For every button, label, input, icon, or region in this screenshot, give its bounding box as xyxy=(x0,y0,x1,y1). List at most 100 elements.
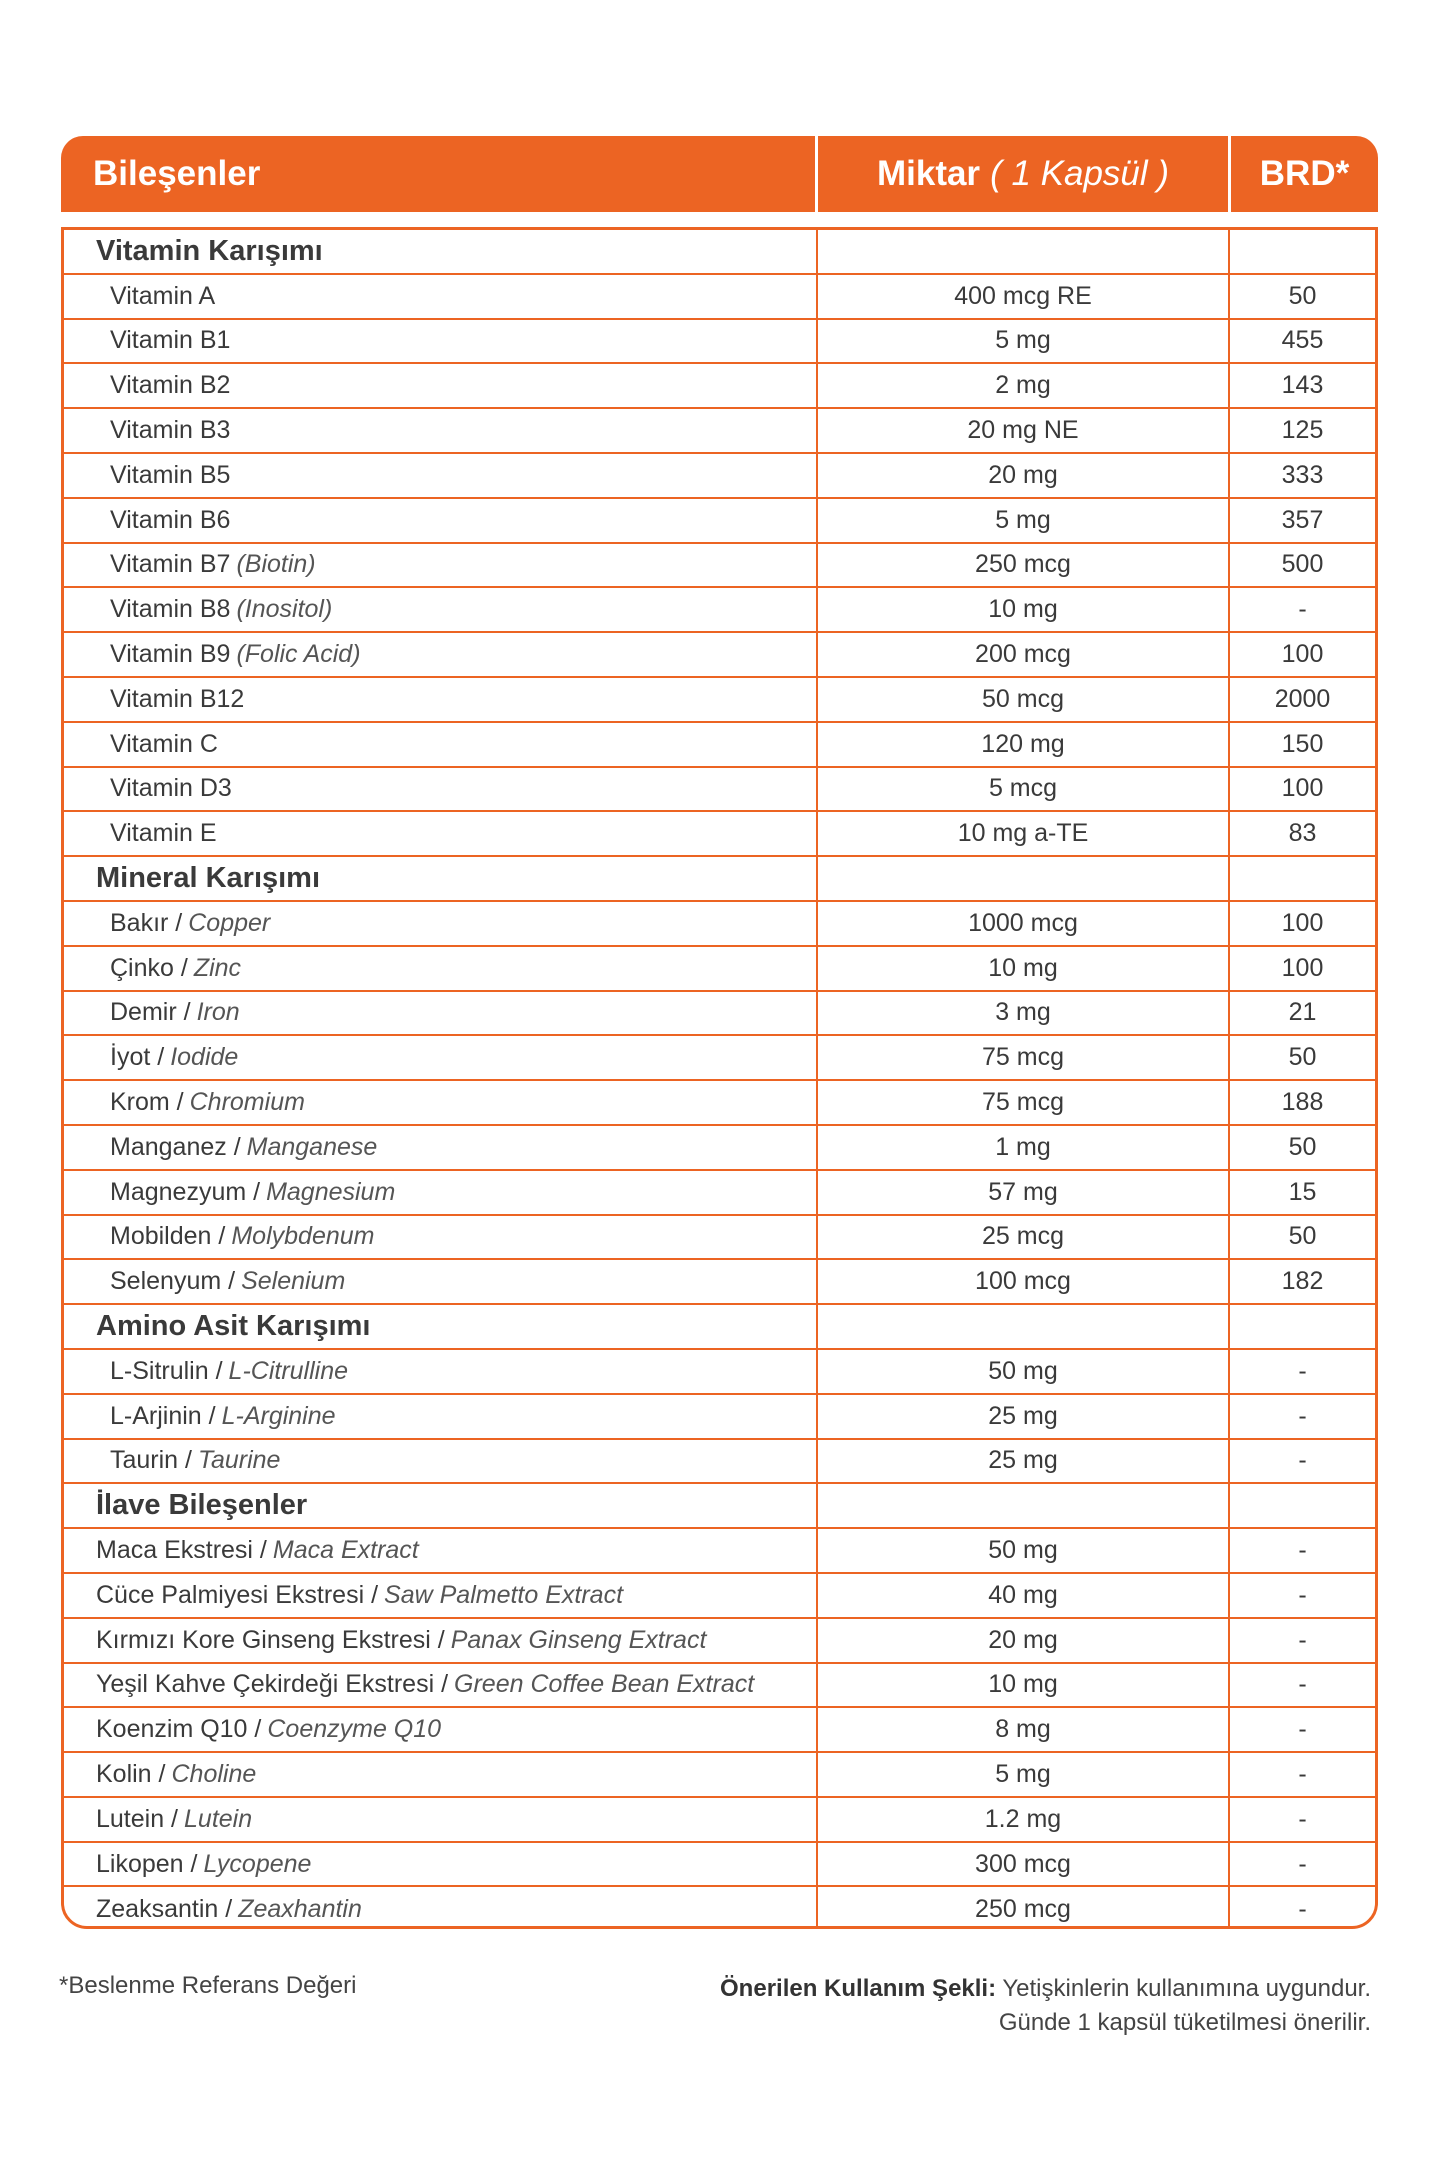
brd-cell: 50 xyxy=(1230,1126,1375,1169)
amount-value: 250 mcg xyxy=(975,550,1071,579)
ingredient-cell: Likopen / Lycopene xyxy=(64,1842,818,1886)
brd-cell: 50 xyxy=(1230,1036,1375,1079)
brd-value: 357 xyxy=(1281,505,1324,534)
header-amount-note: ( 1 Kapsül ) xyxy=(990,154,1170,193)
table-header: Bileşenler Miktar ( 1 Kapsül ) BRD* xyxy=(61,136,1378,212)
ingredient-name: Vitamin E xyxy=(110,819,217,848)
brd-value: - xyxy=(1298,1536,1307,1564)
table-row: Cüce Palmiyesi Ekstresi / Saw Palmetto Ex… xyxy=(64,1573,1375,1619)
amount-value: 10 mg xyxy=(988,953,1058,982)
brd-cell: - xyxy=(1230,1619,1375,1662)
ingredient-cell: Vitamin B9 (Folic Acid) xyxy=(64,633,818,676)
brd-value: 182 xyxy=(1281,1267,1324,1296)
ingredient-cell: Vitamin B6 xyxy=(64,498,818,542)
amount-value: 2 mg xyxy=(995,371,1051,400)
usage-line-1: Yetişkinlerin kullanımına uygundur. xyxy=(1002,1975,1371,2002)
ingredient-english-name: Saw Palmetto Extract xyxy=(384,1580,624,1609)
brd-value: - xyxy=(1298,1895,1307,1924)
table-row: İyot / Iodide 75 mcg 50 xyxy=(64,1036,1375,1082)
brd-value: - xyxy=(1298,1356,1307,1385)
ingredient-cell: Vitamin E xyxy=(64,812,818,856)
ingredient-name: Mobilden / xyxy=(110,1222,226,1251)
ingredient-name: L-Sitrulin / xyxy=(110,1356,223,1385)
ingredient-cell: Vitamin B1 xyxy=(64,319,818,363)
ingredient-cell: Koenzim Q10 /Coenzyme Q10 xyxy=(64,1708,818,1752)
amount-cell: 2 mg xyxy=(818,364,1230,408)
empty-cell xyxy=(1230,1484,1375,1527)
table-row: L-Arjinin / L-Arginine 25 mg - xyxy=(64,1394,1375,1440)
table-row: Vitamin B9 (Folic Acid) 200 mcg 100 xyxy=(64,633,1375,678)
amount-value: 50 mg xyxy=(988,1356,1058,1385)
usage-line-2: Günde 1 kapsül tüketilmesi önerilir. xyxy=(998,2009,1371,2036)
amount-value: 400 mcg RE xyxy=(954,281,1092,310)
ingredient-name: Vitamin B9 xyxy=(110,640,231,669)
amount-cell: 3 mg xyxy=(818,991,1230,1035)
ingredient-name: Vitamin B7 xyxy=(110,550,231,579)
ingredient-cell: Vitamin B3 xyxy=(64,409,818,452)
empty-cell xyxy=(1230,857,1375,900)
brd-value: 50 xyxy=(1288,1132,1317,1161)
amount-cell: 5 mg xyxy=(818,319,1230,363)
ingredient-name: Zeaksantin / xyxy=(96,1895,233,1924)
section-title-cell: İlave Bileşenler xyxy=(64,1484,818,1528)
table-row: Yeşil Kahve Çekirdeği Ekstresi / Green Co… xyxy=(64,1663,1375,1709)
empty-cell xyxy=(818,1484,1230,1528)
brd-value: - xyxy=(1298,1804,1307,1833)
brd-value: 100 xyxy=(1281,908,1324,937)
amount-cell: 10 mg xyxy=(818,1663,1230,1707)
amount-cell: 5 mg xyxy=(818,1753,1230,1796)
brd-cell: 50 xyxy=(1230,275,1375,318)
section-row: Mineral Karışımı xyxy=(64,857,1375,902)
amount-value: 8 mg xyxy=(995,1715,1051,1744)
ingredient-name: Çinko / xyxy=(110,953,188,982)
amount-cell: 300 mcg xyxy=(818,1842,1230,1886)
ingredient-english-name: Lycopene xyxy=(203,1849,312,1878)
amount-cell: 75 mcg xyxy=(818,1081,1230,1124)
ingredient-english-name: Lutein xyxy=(184,1804,253,1833)
amount-value: 20 mg NE xyxy=(967,416,1079,445)
brd-cell: 455 xyxy=(1230,320,1375,363)
ingredient-english-name: Coenzyme Q10 xyxy=(267,1715,442,1744)
ingredient-name: Manganez / xyxy=(110,1132,241,1161)
ingredient-cell: Vitamin B8 (Inositol) xyxy=(64,588,818,632)
ingredient-cell: Manganez / Manganese xyxy=(64,1125,818,1169)
amount-cell: 20 mg xyxy=(818,453,1230,497)
table-row: Vitamin B2 2 mg 143 xyxy=(64,364,1375,410)
section-row: Vitamin Karışımı xyxy=(64,230,1375,275)
table-row: Vitamin B5 20 mg 333 xyxy=(64,453,1375,499)
table-row: Likopen / Lycopene 300 mcg - xyxy=(64,1842,1375,1888)
ingredient-name: Cüce Palmiyesi Ekstresi / xyxy=(96,1580,379,1609)
ingredient-cell: Demir / Iron xyxy=(64,991,818,1035)
table-row: L-Sitrulin / L-Citrulline 50 mg - xyxy=(64,1349,1375,1395)
brd-cell: - xyxy=(1230,1708,1375,1751)
brd-value: 188 xyxy=(1281,1088,1324,1117)
brd-value: - xyxy=(1298,1625,1307,1654)
table-row: Magnezyum / Magnesium 57 mg 15 xyxy=(64,1170,1375,1216)
brd-value: 21 xyxy=(1288,998,1317,1027)
brd-cell: - xyxy=(1230,1350,1375,1393)
amount-value: 50 mcg xyxy=(982,684,1064,713)
amount-value: 75 mcg xyxy=(982,1088,1064,1117)
amount-cell: 1000 mcg xyxy=(818,901,1230,945)
brd-cell: - xyxy=(1230,1664,1375,1707)
brd-value: 150 xyxy=(1281,729,1324,758)
empty-cell xyxy=(818,1305,1230,1348)
usage-label: Önerilen Kullanım Şekli: xyxy=(720,1975,997,2002)
brd-cell: 100 xyxy=(1230,902,1375,945)
ingredient-english-name: L-Arginine xyxy=(221,1401,336,1430)
table-row: Bakır / Copper 1000 mcg 100 xyxy=(64,901,1375,947)
ingredient-name: Vitamin D3 xyxy=(110,774,232,803)
ingredient-cell: Selenyum / Selenium xyxy=(64,1260,818,1304)
brd-value: 455 xyxy=(1281,326,1324,355)
section-title-cell: Amino Asit Karışımı xyxy=(64,1305,818,1348)
amount-cell: 25 mg xyxy=(818,1439,1230,1483)
section-row: İlave Bileşenler xyxy=(64,1484,1375,1530)
brd-cell: 100 xyxy=(1230,633,1375,676)
ingredient-cell: Kolin / Choline xyxy=(64,1753,818,1796)
ingredient-cell: Maca Ekstresi / Maca Extract xyxy=(64,1529,818,1572)
amount-value: 200 mcg xyxy=(975,640,1071,669)
nutrition-table-body: Vitamin Karışımı Vitamin A 400 mcg RE 50 Vit… xyxy=(61,227,1378,1929)
amount-value: 25 mg xyxy=(988,1401,1058,1430)
amount-cell: 1.2 mg xyxy=(818,1797,1230,1841)
amount-cell: 50 mcg xyxy=(818,677,1230,721)
